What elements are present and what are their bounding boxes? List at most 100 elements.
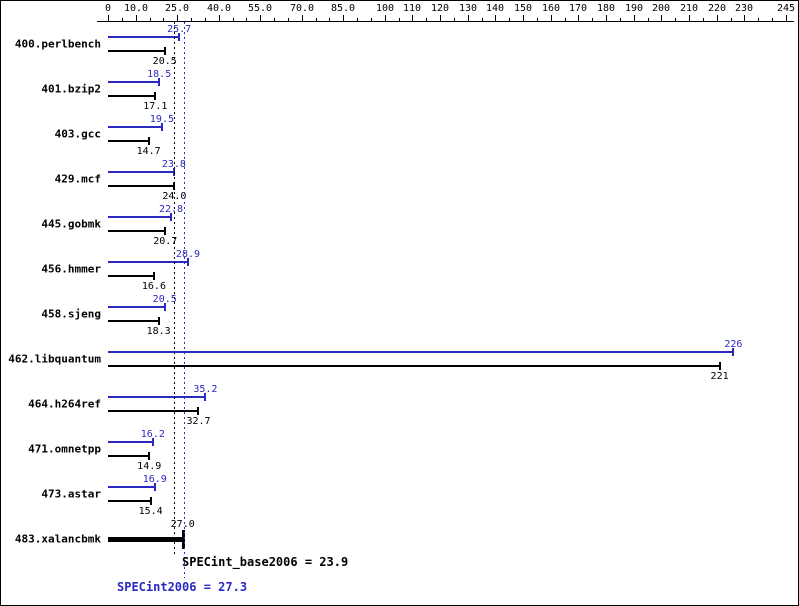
x-axis-tick (786, 15, 787, 21)
peak-bar-cap (172, 168, 175, 176)
x-axis-tick (717, 15, 718, 21)
benchmark-name: 458.sjeng (41, 307, 101, 321)
peak-bar (108, 306, 165, 308)
x-axis-minor-tick (482, 18, 483, 21)
base-value-label: 14.7 (136, 146, 161, 157)
x-axis-tick (578, 15, 579, 21)
x-axis-tick-label: 170 (568, 3, 588, 14)
base-value-label: 32.7 (186, 416, 211, 427)
x-axis-minor-tick (288, 18, 289, 21)
x-axis-minor-tick (537, 18, 538, 21)
benchmark-name: 473.astar (41, 487, 101, 501)
base-value-label: 14.9 (137, 461, 162, 472)
base-bar (108, 140, 149, 142)
base-bar-cap (157, 317, 160, 325)
peak-value-label: 23.8 (162, 160, 186, 170)
x-axis-minor-tick (329, 18, 330, 21)
peak-bar (108, 216, 172, 218)
peak-bar-cap (151, 438, 154, 446)
x-axis-tick-label: 70.0 (289, 3, 315, 14)
peak-bar-cap (186, 258, 189, 266)
base-value-label: 20.7 (153, 236, 178, 247)
x-axis-tick (108, 15, 109, 21)
benchmark-name: 400.perlbench (14, 37, 101, 51)
benchmark-name: 429.mcf (54, 172, 101, 186)
peak-value-label: 22.8 (159, 204, 184, 215)
benchmark-name: 464.h264ref (28, 397, 101, 411)
x-axis-tick-label: 40.0 (206, 3, 232, 14)
x-axis-minor-tick (454, 18, 455, 21)
x-axis-tick-label: 120 (430, 3, 450, 14)
x-axis-tick (744, 15, 745, 21)
peak-bar (108, 351, 734, 353)
peak-bar (108, 441, 153, 443)
x-axis-tick (634, 15, 635, 21)
base-bar-cap (149, 497, 152, 505)
benchmark-name: 483.xalancbmk (14, 532, 101, 546)
x-axis-tick (440, 15, 441, 21)
base-bar (108, 95, 156, 97)
peak-bar (108, 396, 206, 398)
base-bar-cap (147, 137, 150, 145)
base-bar (108, 410, 199, 412)
benchmark-name: 403.gcc (54, 127, 101, 141)
base-bar (108, 365, 720, 367)
peak-bar-cap (160, 123, 163, 131)
base-bar-cap (152, 272, 155, 280)
base-value-label: 20.5 (152, 56, 177, 67)
x-axis-tick-label: 0 (104, 3, 112, 14)
benchmark-name: 471.omnetpp (28, 442, 101, 456)
x-axis-minor-tick (163, 18, 164, 21)
x-axis-tick-label: 220 (707, 3, 727, 14)
base-bar-cap (718, 362, 721, 370)
peak-value-label: 18.5 (147, 69, 172, 80)
x-axis-minor-tick (426, 18, 427, 21)
benchmark-name: 445.gobmk (41, 217, 101, 231)
x-axis-tick-label: 110 (402, 3, 422, 14)
x-axis-minor-tick (371, 18, 372, 21)
x-axis-minor-tick (731, 18, 732, 21)
peak-bar-cap (170, 213, 173, 221)
x-axis-tick-label: 130 (458, 3, 478, 14)
x-axis-tick (219, 15, 220, 21)
peak-value-label: 27.0 (170, 519, 195, 530)
peak-bar-cap (153, 483, 156, 491)
x-axis-tick-label: 190 (624, 3, 644, 14)
x-axis-tick-label: 210 (679, 3, 699, 14)
peak-value-label: 19.5 (149, 114, 174, 125)
base-value-label: 16.6 (141, 281, 166, 292)
x-axis-tick (412, 15, 413, 21)
base-value-label: 15.4 (138, 506, 163, 517)
x-axis-minor-tick (758, 18, 759, 21)
x-axis-tick (523, 15, 524, 21)
highlight-bar-cap (181, 530, 185, 549)
base-value-label: 17.1 (143, 101, 168, 112)
x-axis-tick (177, 15, 178, 21)
x-axis-tick-label: 10.0 (123, 3, 149, 14)
base-bar-cap (164, 227, 167, 235)
x-axis-tick-label: 25.0 (164, 3, 190, 14)
x-axis-minor-tick (357, 18, 358, 21)
benchmark-name: 462.libquantum (8, 352, 101, 366)
peak-mean-line (184, 22, 185, 578)
x-axis-tick-label: 180 (596, 3, 616, 14)
x-axis-tick (468, 15, 469, 21)
x-axis-tick-label: 230 (734, 3, 754, 14)
peak-bar (108, 36, 180, 38)
x-axis-tick-label: 100 (375, 3, 395, 14)
x-axis-tick (302, 15, 303, 21)
peak-value-label: 226 (724, 339, 743, 350)
x-axis-minor-tick (205, 18, 206, 21)
base-bar (108, 230, 166, 232)
base-bar (108, 50, 165, 52)
base-bar-cap (163, 47, 166, 55)
x-axis-minor-tick (592, 18, 593, 21)
x-axis-minor-tick (620, 18, 621, 21)
benchmark-name: 456.hmmer (41, 262, 101, 276)
peak-bar (108, 486, 155, 488)
peak-bar-cap (163, 303, 166, 311)
x-axis-tick (606, 15, 607, 21)
peak-bar-cap (158, 78, 161, 86)
x-axis-minor-tick (316, 18, 317, 21)
